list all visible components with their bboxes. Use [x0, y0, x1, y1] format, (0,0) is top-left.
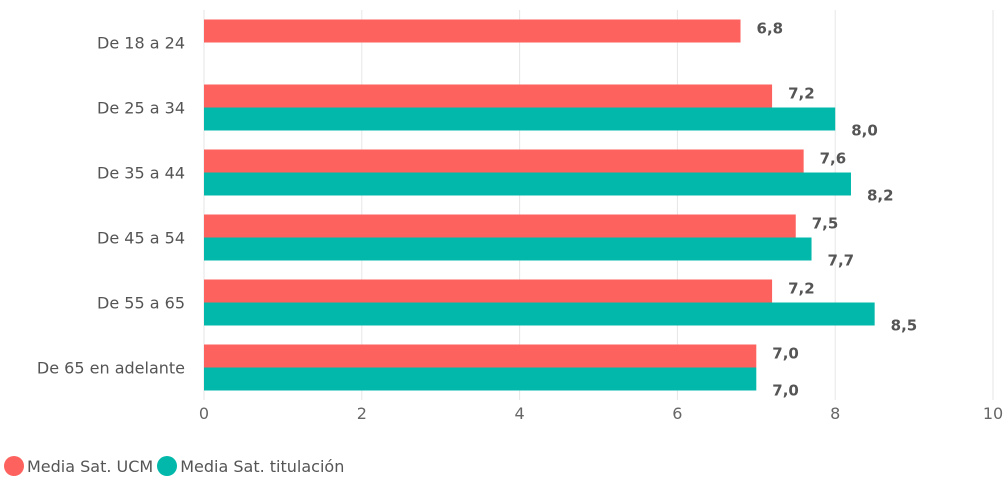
bar[interactable] [204, 172, 851, 196]
data-label: 7,2 [788, 280, 815, 298]
category-label: De 25 a 34 [97, 99, 185, 118]
data-label: 7,7 [828, 252, 855, 270]
bar[interactable] [204, 367, 757, 391]
category-label: De 65 en adelante [37, 359, 185, 378]
bar[interactable] [204, 107, 836, 131]
gridlines [203, 10, 994, 400]
category-label: De 45 a 54 [97, 229, 185, 248]
bar[interactable] [204, 302, 875, 326]
bars [204, 19, 875, 391]
category-label: De 35 a 44 [97, 164, 185, 183]
bar-chart: 6,8 7,2 8,07,6 8,2 7,5 7,7 7,2 8,5 7,0 7,0 De 18 … [37, 10, 1003, 423]
x-tick-label: 8 [830, 404, 840, 423]
data-label: 7,6 [820, 150, 847, 168]
bar[interactable] [204, 214, 796, 238]
bar[interactable] [204, 237, 812, 261]
bar[interactable] [204, 84, 773, 108]
data-label: 7,2 [788, 85, 815, 103]
legend-item-titulacion[interactable]: Media Sat. titulación [157, 456, 344, 476]
legend-swatch-titulacion [157, 456, 178, 476]
category-labels: De 18 a 24 De 25 a 34 De 35 a 44 De 45 a 54… [37, 34, 185, 378]
x-tick-label: 2 [357, 404, 367, 423]
bar[interactable] [204, 279, 773, 303]
category-label: De 18 a 24 [97, 34, 185, 53]
legend-label-titulacion: Media Sat. titulación [180, 456, 345, 476]
data-labels: 6,8 7,2 8,07,6 8,2 7,5 7,7 7,2 8,5 7,0 7,0 [757, 20, 918, 400]
bar[interactable] [204, 19, 741, 43]
bar[interactable] [204, 344, 757, 368]
legend: Media Sat. UCM Media Sat. titulación [4, 456, 348, 476]
bar[interactable] [204, 149, 804, 173]
data-label: 8,2 [867, 187, 894, 205]
category-label: De 55 a 65 [97, 294, 185, 313]
data-label: 7,5 [812, 215, 839, 233]
data-label: 8,5 [891, 317, 918, 335]
x-tick-label: 6 [672, 404, 682, 423]
x-tick-label: 10 [983, 404, 1003, 423]
data-label: 6,8 [757, 20, 784, 38]
legend-label-ucm: Media Sat. UCM [27, 456, 154, 476]
x-tick-label: 4 [515, 404, 525, 423]
data-label: 7,0 [772, 382, 799, 400]
legend-item-ucm[interactable]: Media Sat. UCM [4, 456, 153, 476]
x-tick-label: 0 [199, 404, 209, 423]
data-label: 7,0 [772, 345, 799, 363]
legend-swatch-ucm [4, 456, 24, 476]
x-axis-tick-labels: 0 2 4 6 8 10 [199, 404, 1003, 423]
data-label: 8,0 [851, 122, 878, 140]
